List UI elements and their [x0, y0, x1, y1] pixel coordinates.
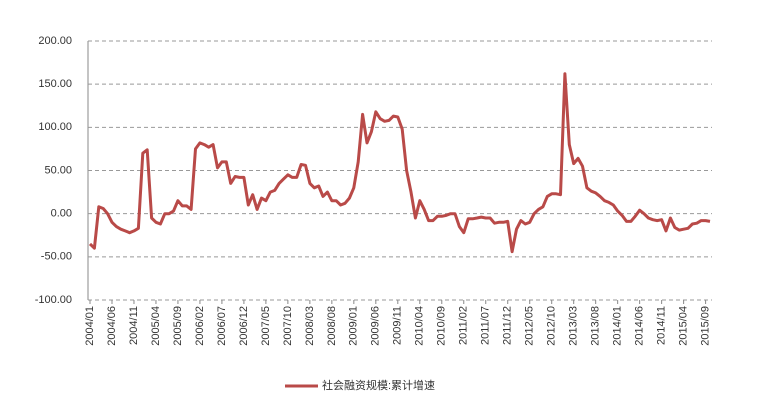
x-tick-label: 2012/05: [524, 306, 536, 346]
x-tick-label: 2014/11: [656, 306, 668, 345]
y-tick-label: -50.00: [41, 251, 72, 263]
x-tick-label: 2010/09: [436, 306, 448, 346]
x-tick-label: 2015/09: [700, 306, 712, 346]
y-tick-label: 50.00: [44, 164, 72, 176]
x-tick-label: 2009/01: [348, 306, 360, 346]
x-tick-label: 2008/08: [326, 306, 338, 346]
x-tick-label: 2007/05: [260, 306, 272, 346]
x-tick-label: 2009/11: [392, 306, 404, 345]
x-tick-label: 2009/06: [370, 306, 382, 346]
x-tick-label: 2010/04: [414, 306, 426, 346]
y-tick-label: 100.00: [38, 121, 72, 133]
x-tick-label: 2005/09: [172, 306, 184, 346]
x-tick-label: 2005/04: [150, 306, 162, 346]
x-tick-label: 2004/01: [84, 306, 96, 346]
x-tick-label: 2007/10: [282, 306, 294, 346]
x-tick-label: 2015/04: [678, 306, 690, 346]
x-tick-label: 2014/06: [634, 306, 646, 346]
x-tick-label: 2011/07: [480, 306, 492, 345]
y-tick-label: 0.00: [51, 208, 72, 220]
x-tick-label: 2006/02: [194, 306, 206, 346]
x-tick-label: 2014/01: [612, 306, 624, 346]
data-line: [88, 72, 711, 254]
y-tick-label: -100.00: [35, 294, 72, 306]
x-tick-label: 2006/07: [216, 306, 228, 346]
y-tick-label: 150.00: [38, 78, 72, 90]
x-tick-label: 2013/03: [568, 306, 580, 346]
y-tick-label: 200.00: [38, 35, 72, 47]
x-tick-label: 2004/11: [128, 306, 140, 345]
x-tick-label: 2008/03: [304, 306, 316, 346]
x-tick-label: 2013/08: [590, 306, 602, 346]
legend-label: 社会融资规模:累计增速: [322, 378, 435, 392]
x-tick-label: 2012/10: [546, 306, 558, 346]
x-tick-label: 2004/06: [106, 306, 118, 346]
x-tick-label: 2011/02: [458, 306, 470, 345]
x-tick-label: 2006/12: [238, 306, 250, 346]
x-tick-label: 2011/12: [502, 306, 514, 345]
